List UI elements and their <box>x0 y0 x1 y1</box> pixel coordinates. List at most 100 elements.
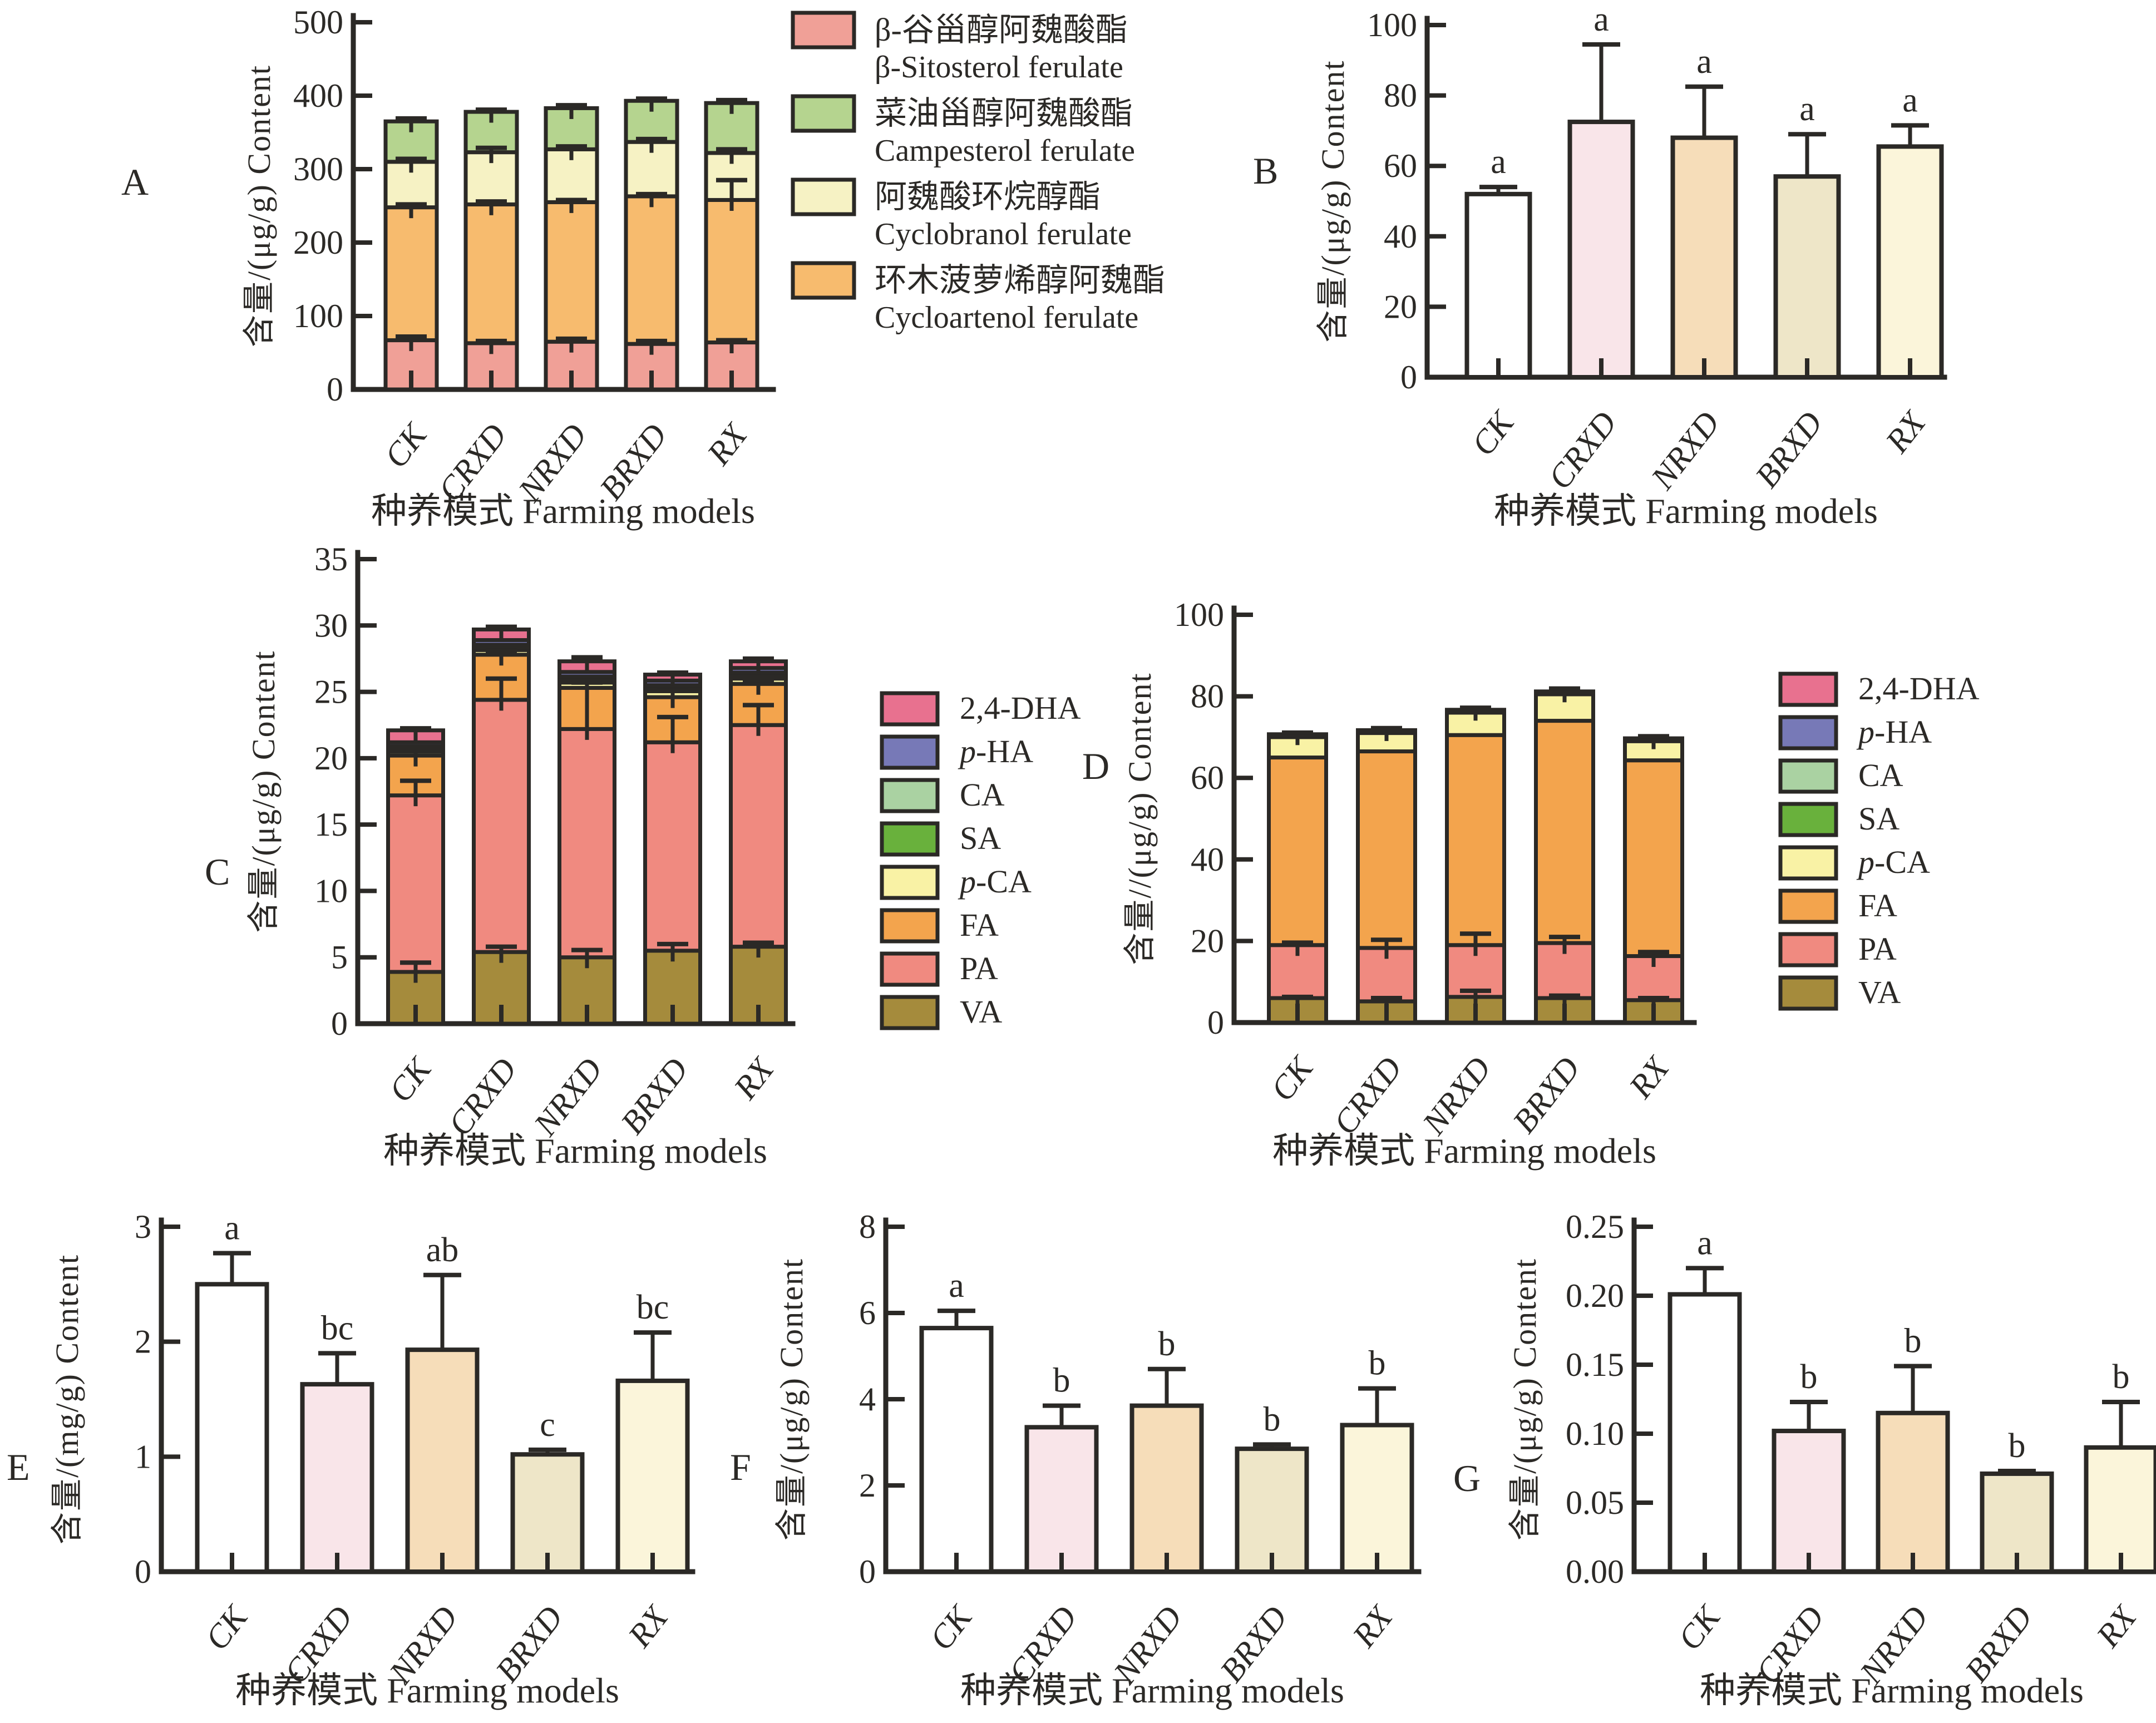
y-tick-label: 40 <box>1191 841 1224 878</box>
y-tick-label: 3 <box>135 1208 151 1245</box>
y-tick-label: 0 <box>1400 359 1417 396</box>
bar-segment-FA <box>1356 749 1417 950</box>
legend-swatch-CA <box>1778 758 1838 794</box>
significance-letter: a <box>224 1209 240 1247</box>
y-tick-label: 35 <box>314 541 348 577</box>
panel-letter-F: F <box>730 1446 751 1488</box>
bar-segment-FA <box>1534 719 1595 945</box>
legend-label: p-CA <box>958 863 1032 900</box>
y-tick-label: 2 <box>859 1467 876 1504</box>
x-tick-label: RX <box>699 416 754 472</box>
legend-swatch-CA <box>880 778 940 813</box>
legend-swatch-β-Sitosterol ferulate <box>791 11 856 50</box>
significance-letter: a <box>1697 1224 1713 1262</box>
y-axis-label: 含量/(μg/g) Content <box>1315 60 1351 342</box>
bar-NRXD <box>1670 135 1738 379</box>
legend-label: VA <box>1858 974 1901 1010</box>
y-tick-label: 6 <box>859 1295 876 1331</box>
legend-swatch-SA <box>1778 802 1838 837</box>
significance-letter: bc <box>637 1288 669 1326</box>
legend-swatch-SA <box>880 821 940 857</box>
panel-letter-E: E <box>7 1446 30 1488</box>
legend-swatch-FA <box>1778 888 1838 924</box>
bar-CRXD <box>1024 1425 1099 1574</box>
y-tick-label: 20 <box>1384 288 1417 325</box>
y-tick-label: 5 <box>331 939 348 976</box>
significance-letter: a <box>1696 43 1712 81</box>
x-tick-label: CK <box>198 1598 255 1657</box>
bar-NRXD <box>405 1347 480 1574</box>
significance-letter: b <box>2113 1358 2130 1396</box>
y-axis-label: 含量//(μg/g) Content <box>1122 672 1158 965</box>
legend-swatch-2,4-DHA <box>880 691 940 727</box>
bar-segment-PA <box>643 740 702 953</box>
y-tick-label: 0.05 <box>1566 1484 1624 1521</box>
legend-label: p-CA <box>1856 844 1930 880</box>
y-tick-label: 300 <box>293 151 343 187</box>
x-tick-label: BRXD <box>614 1051 695 1141</box>
y-tick-label: 0.10 <box>1566 1415 1624 1452</box>
bar-NRXD <box>1129 1403 1204 1574</box>
y-tick-label: 60 <box>1384 147 1417 184</box>
y-tick-label: 10 <box>314 872 348 909</box>
legend-swatch-Cyclobranol ferulate <box>791 177 856 216</box>
x-tick-label: RX <box>620 1598 675 1655</box>
x-tick-label: RX <box>2089 1598 2144 1655</box>
y-tick-label: 1 <box>135 1438 151 1475</box>
x-axis-title: 种养模式 Farming models <box>1494 491 1878 531</box>
x-tick-label: CRXD <box>441 1051 524 1142</box>
legend-label-en: Cyclobranol ferulate <box>875 217 1132 251</box>
legend-label: SA <box>960 820 1001 856</box>
bar-segment-PA <box>472 698 531 954</box>
legend-swatch-p-HA <box>1778 715 1838 751</box>
significance-letter: c <box>540 1406 555 1444</box>
bar-CK <box>919 1326 994 1574</box>
x-tick-label: RX <box>726 1050 781 1107</box>
x-axis-title: 种养模式 Farming models <box>235 1671 619 1710</box>
legend-label-cn: 阿魏酸环烷醇酯 <box>875 179 1101 215</box>
y-tick-label: 40 <box>1384 218 1417 255</box>
bar-RX <box>1876 144 1944 379</box>
legend-label: SA <box>1858 801 1900 837</box>
y-tick-label: 100 <box>1174 596 1224 633</box>
panel-letter-A: A <box>121 161 149 203</box>
legend-label: p-HA <box>958 733 1033 769</box>
bar-segment-VA <box>557 955 616 1026</box>
panel-letter-D: D <box>1082 745 1109 787</box>
y-tick-label: 0.25 <box>1566 1208 1624 1245</box>
significance-letter: b <box>2009 1427 2026 1465</box>
panel-letter-B: B <box>1253 150 1278 192</box>
bar-segment-cycloartenol-ferulate <box>704 198 759 345</box>
legend-label-en: β-Sitosterol ferulate <box>875 50 1123 85</box>
bar-CRXD <box>1772 1429 1846 1574</box>
x-tick-label: NRXD <box>526 1051 609 1143</box>
x-axis-title: 种养模式 Farming models <box>371 491 755 531</box>
bar-CK <box>195 1282 269 1574</box>
bar-segment-FA <box>1623 758 1684 959</box>
y-tick-label: 60 <box>1191 759 1224 796</box>
significance-letter: ab <box>426 1231 459 1269</box>
legend-label-en: Campesterol ferulate <box>875 134 1135 168</box>
panel-letter-G: G <box>1453 1457 1481 1499</box>
y-tick-label: 100 <box>1367 7 1417 43</box>
y-tick-label: 20 <box>314 740 348 777</box>
bar-segment-cycloartenol-ferulate <box>463 202 519 345</box>
legend-swatch-p-CA <box>880 865 940 900</box>
legend-swatch-Campesterol ferulate <box>791 94 856 133</box>
legend-label-en: Cycloartenol ferulate <box>875 300 1138 335</box>
y-axis-label: 含量/(μg/g) Content <box>773 1258 810 1541</box>
bar-CK <box>1667 1292 1742 1574</box>
y-tick-label: 0.15 <box>1566 1346 1624 1383</box>
legend-label-cn: 环木菠萝烯醇阿魏酯 <box>875 262 1165 298</box>
legend-swatch-VA <box>1778 975 1838 1011</box>
significance-letter: b <box>1800 1358 1818 1396</box>
legend-swatch-2,4-DHA <box>1778 672 1838 707</box>
bar-segment-FA <box>1267 756 1328 947</box>
panel-letter-C: C <box>205 851 230 893</box>
bar-segment-cycloartenol-ferulate <box>383 205 439 343</box>
legend-label: FA <box>960 907 999 943</box>
x-tick-label: BRXD <box>1748 404 1829 494</box>
legend-label: CA <box>960 777 1005 813</box>
significance-letter: b <box>1158 1325 1176 1363</box>
bar-segment-cycloartenol-ferulate <box>544 200 599 344</box>
